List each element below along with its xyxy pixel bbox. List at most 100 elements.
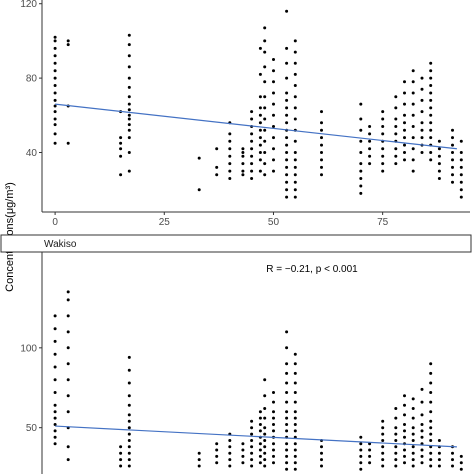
data-point (429, 158, 433, 162)
data-point (285, 165, 289, 169)
data-point (411, 80, 415, 84)
data-point (359, 151, 363, 154)
data-point (127, 464, 131, 468)
data-point (263, 378, 267, 382)
data-point (258, 128, 262, 132)
data-point (368, 162, 372, 166)
data-point (293, 195, 297, 199)
data-point (411, 158, 415, 162)
data-point (53, 123, 57, 127)
y-tick-label: 50 (26, 423, 38, 434)
data-point (53, 61, 57, 65)
data-point (263, 416, 267, 420)
data-point (197, 464, 201, 468)
data-point (368, 461, 372, 465)
data-point (320, 451, 323, 455)
data-point (285, 454, 289, 458)
data-point (381, 154, 385, 158)
data-point (394, 464, 398, 468)
data-point (228, 147, 232, 151)
data-point (403, 91, 406, 95)
data-point (119, 173, 123, 177)
data-point (285, 442, 289, 446)
data-point (228, 169, 232, 173)
data-point (320, 165, 323, 169)
data-point (381, 445, 385, 449)
data-point (127, 355, 131, 359)
data-point (127, 381, 131, 385)
data-point (285, 136, 289, 140)
data-point (263, 464, 267, 468)
data-point (53, 91, 57, 95)
data-point (293, 84, 297, 87)
data-point (228, 458, 232, 462)
data-point (53, 416, 57, 420)
data-point (403, 454, 406, 458)
data-point (293, 151, 297, 154)
data-point (394, 445, 398, 449)
data-point (437, 147, 441, 151)
data-point (429, 106, 433, 110)
data-point (228, 154, 232, 158)
data-point (437, 139, 441, 143)
data-point (258, 113, 262, 117)
data-point (381, 110, 385, 114)
data-point (394, 154, 398, 158)
data-point (411, 407, 415, 410)
data-point (53, 110, 57, 114)
data-point (119, 451, 123, 455)
data-point (420, 110, 424, 114)
data-point (53, 69, 57, 73)
data-point (429, 91, 433, 95)
data-point (285, 461, 289, 465)
data-point (258, 72, 262, 76)
data-point (127, 136, 131, 140)
data-point (451, 458, 454, 462)
data-point (293, 423, 297, 426)
data-point (285, 371, 289, 375)
data-point (66, 445, 70, 449)
data-point (293, 416, 297, 420)
data-point (272, 58, 275, 61)
data-point (241, 154, 245, 158)
data-point (403, 461, 406, 465)
data-point (320, 445, 323, 449)
data-point (420, 387, 424, 391)
data-point (53, 117, 57, 121)
data-point (359, 191, 363, 195)
data-point (285, 180, 289, 184)
data-point (293, 95, 297, 99)
data-point (66, 43, 70, 47)
data-point (429, 371, 433, 375)
data-point (285, 400, 289, 404)
data-point (263, 106, 267, 110)
data-point (437, 464, 441, 468)
data-point (250, 177, 254, 180)
data-point (241, 442, 245, 446)
data-point (394, 451, 398, 455)
data-point (394, 117, 398, 121)
data-point (241, 147, 245, 151)
data-point (411, 426, 415, 430)
data-point (403, 435, 406, 439)
data-point (228, 451, 232, 455)
data-point (285, 173, 289, 177)
data-point (119, 464, 123, 468)
data-point (411, 125, 415, 128)
data-point (451, 165, 454, 169)
data-point (272, 69, 275, 73)
data-point (258, 121, 262, 125)
data-point (53, 429, 57, 433)
data-point (258, 461, 262, 465)
data-point (241, 162, 245, 166)
data-point (437, 177, 441, 180)
data-point (429, 61, 433, 65)
data-point (394, 95, 398, 99)
data-point (420, 76, 424, 80)
data-point (459, 454, 463, 458)
data-point (250, 139, 254, 143)
data-point (359, 448, 363, 452)
data-point (272, 461, 275, 465)
data-point (368, 139, 372, 143)
data-point (127, 76, 131, 80)
